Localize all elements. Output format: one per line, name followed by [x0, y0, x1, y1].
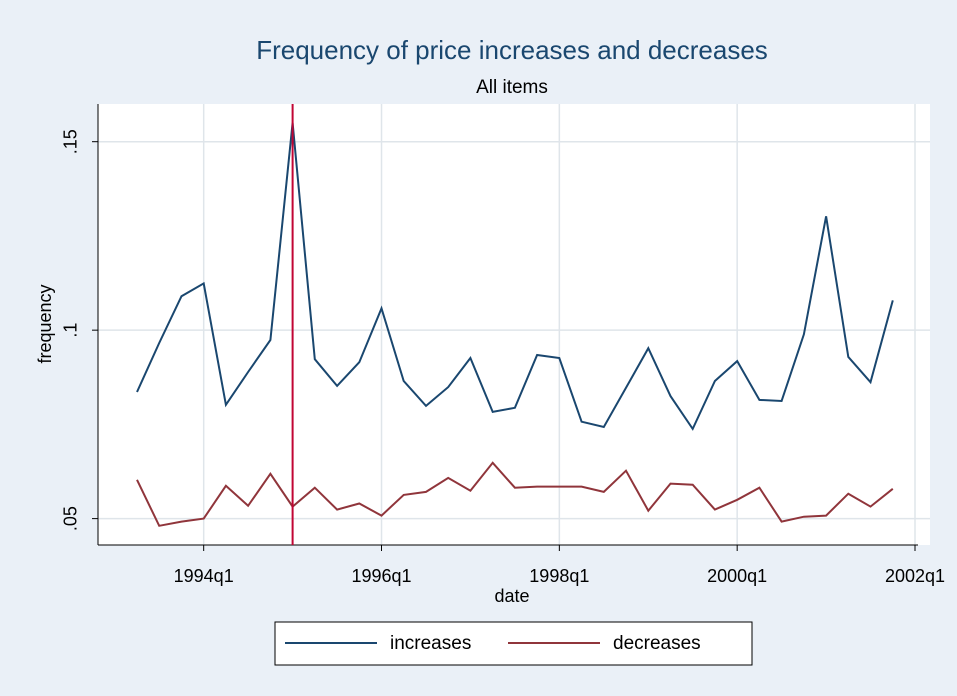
y-tick-label: .05 — [61, 506, 81, 531]
series-line — [136, 461, 894, 527]
legend-label: increases — [390, 633, 471, 654]
x-tick-label: 2002q1 — [885, 566, 945, 586]
x-tick-label: 1996q1 — [351, 566, 411, 586]
y-tick-label: .15 — [61, 129, 81, 154]
y-tick-label: .1 — [61, 323, 81, 338]
y-axis-title: frequency — [35, 284, 55, 363]
x-tick-label: 1998q1 — [529, 566, 589, 586]
x-tick-label: 2000q1 — [707, 566, 767, 586]
legend-label: decreases — [613, 633, 701, 654]
x-axis-title: date — [494, 586, 529, 606]
chart-subtitle: All items — [476, 77, 548, 98]
plot-area — [98, 104, 930, 545]
series-line — [136, 122, 894, 431]
x-tick-label: 1994q1 — [174, 566, 234, 586]
chart-title: Frequency of price increases and decreas… — [256, 35, 768, 65]
